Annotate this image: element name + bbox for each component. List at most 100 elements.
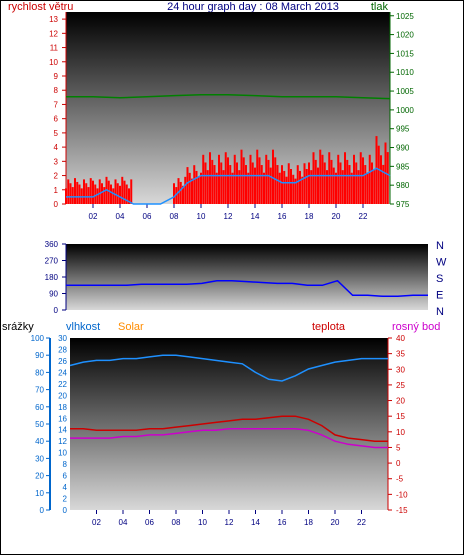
x-tick-label: 14 (251, 518, 260, 527)
pressure-tick-label: 1010 (396, 68, 414, 77)
wind-tick-label: 0 (54, 200, 59, 209)
wind-tick-label: 3 (54, 157, 59, 166)
humidity-plot-area (70, 338, 388, 510)
wind-direction-line (66, 279, 428, 298)
pressure-tick-label: 1005 (396, 87, 414, 96)
x-tick-label: 02 (89, 212, 98, 221)
compass-label-N: N (436, 240, 444, 252)
pressure-tick-label: 1015 (396, 49, 414, 58)
humidity-tick-label: 10 (58, 449, 67, 458)
wind-tick-label: 9 (54, 72, 59, 81)
humidity-tick-label: 20 (58, 391, 67, 400)
temperature-tick-label: 40 (396, 334, 405, 343)
wind-tick-label: 12 (49, 29, 58, 38)
compass-label-E: E (436, 290, 443, 302)
humidity-tick-label: 24 (58, 368, 67, 377)
temperature-tick-label: 30 (396, 365, 405, 374)
wind-tick-label: 1 (54, 186, 59, 195)
direction-tick-label: 90 (49, 290, 58, 299)
rain-tick-label: 80 (35, 368, 44, 377)
temperature-tick-label: 25 (396, 381, 405, 390)
temperature-tick-label: -15 (396, 506, 408, 515)
direction-tick-label: 360 (45, 240, 59, 249)
temperature-label: teplota (312, 321, 346, 333)
pressure-label: tlak (371, 1, 389, 13)
humidity-tick-label: 6 (63, 472, 68, 481)
rain-tick-label: 0 (40, 506, 45, 515)
x-tick-label: 08 (170, 212, 179, 221)
compass-label-S: S (436, 273, 443, 285)
rain-tick-label: 60 (35, 403, 44, 412)
x-tick-label: 22 (357, 518, 366, 527)
humidity-tick-label: 28 (58, 345, 67, 354)
x-tick-label: 04 (116, 212, 125, 221)
pressure-tick-label: 995 (396, 125, 410, 134)
pressure-tick-label: 1020 (396, 31, 414, 40)
dewpoint-line (70, 427, 388, 449)
wind-tick-label: 4 (54, 143, 59, 152)
x-tick-label: 12 (225, 518, 234, 527)
temperature-tick-label: -5 (396, 475, 404, 484)
humidity-tick-label: 26 (58, 357, 67, 366)
direction-tick-label: 0 (54, 306, 59, 315)
graph-title: 24 hour graph day : 08 March 2013 (167, 1, 339, 13)
wind-tick-label: 7 (54, 100, 59, 109)
x-tick-label: 22 (359, 212, 368, 221)
rain-tick-label: 70 (35, 386, 44, 395)
x-tick-label: 18 (305, 212, 314, 221)
rain-tick-label: 40 (35, 437, 44, 446)
humidity-label: vlhkost (66, 321, 100, 333)
humidity-tick-label: 18 (58, 403, 67, 412)
pressure-tick-label: 990 (396, 144, 410, 153)
pressure-tick-label: 975 (396, 200, 410, 209)
direction-tick-label: 270 (45, 257, 59, 266)
x-tick-label: 10 (198, 518, 207, 527)
x-tick-label: 20 (332, 212, 341, 221)
x-tick-label: 10 (197, 212, 206, 221)
wind-tick-label: 10 (49, 58, 58, 67)
rain-label: srážky (2, 321, 34, 333)
compass-label-N: N (436, 306, 444, 318)
humidity-tick-label: 22 (58, 380, 67, 389)
pressure-tick-label: 1025 (396, 12, 414, 21)
x-tick-label: 20 (331, 518, 340, 527)
dewpoint-label: rosný bod (392, 321, 440, 333)
humidity-tick-label: 14 (58, 426, 67, 435)
humidity-tick-label: 12 (58, 437, 67, 446)
temperature-tick-label: 20 (396, 397, 405, 406)
temperature-tick-label: -10 (396, 490, 408, 499)
solar-label: Solar (118, 321, 144, 333)
rain-tick-label: 90 (35, 351, 44, 360)
humidity-tick-label: 30 (58, 334, 67, 343)
humidity-tick-label: 8 (63, 460, 68, 469)
temperature-tick-label: 0 (396, 459, 401, 468)
temperature-line (70, 415, 388, 442)
humidity-tick-label: 16 (58, 414, 67, 423)
x-tick-label: 02 (92, 518, 101, 527)
pressure-tick-label: 985 (396, 162, 410, 171)
wind-average-line (66, 167, 391, 205)
x-tick-label: 06 (143, 212, 152, 221)
direction-plot-area (66, 244, 428, 310)
rain-tick-label: 20 (35, 472, 44, 481)
wind-speed-label: rychlost větru (8, 1, 73, 13)
temperature-tick-label: 35 (396, 350, 405, 359)
x-tick-label: 16 (278, 518, 287, 527)
x-tick-label: 06 (145, 518, 154, 527)
x-tick-label: 16 (278, 212, 287, 221)
compass-label-W: W (436, 257, 447, 269)
wind-tick-label: 13 (49, 15, 58, 24)
pressure-tick-label: 980 (396, 181, 410, 190)
humidity-line (69, 354, 388, 382)
x-tick-label: 04 (119, 518, 128, 527)
rain-tick-label: 30 (35, 454, 44, 463)
temperature-tick-label: 15 (396, 412, 405, 421)
pressure-tick-label: 1000 (396, 106, 414, 115)
x-tick-label: 12 (224, 212, 233, 221)
wind-tick-label: 6 (54, 115, 59, 124)
humidity-tick-label: 0 (63, 506, 68, 515)
wind-tick-label: 8 (54, 86, 59, 95)
x-tick-label: 14 (251, 212, 260, 221)
wind-tick-label: 11 (50, 44, 59, 53)
